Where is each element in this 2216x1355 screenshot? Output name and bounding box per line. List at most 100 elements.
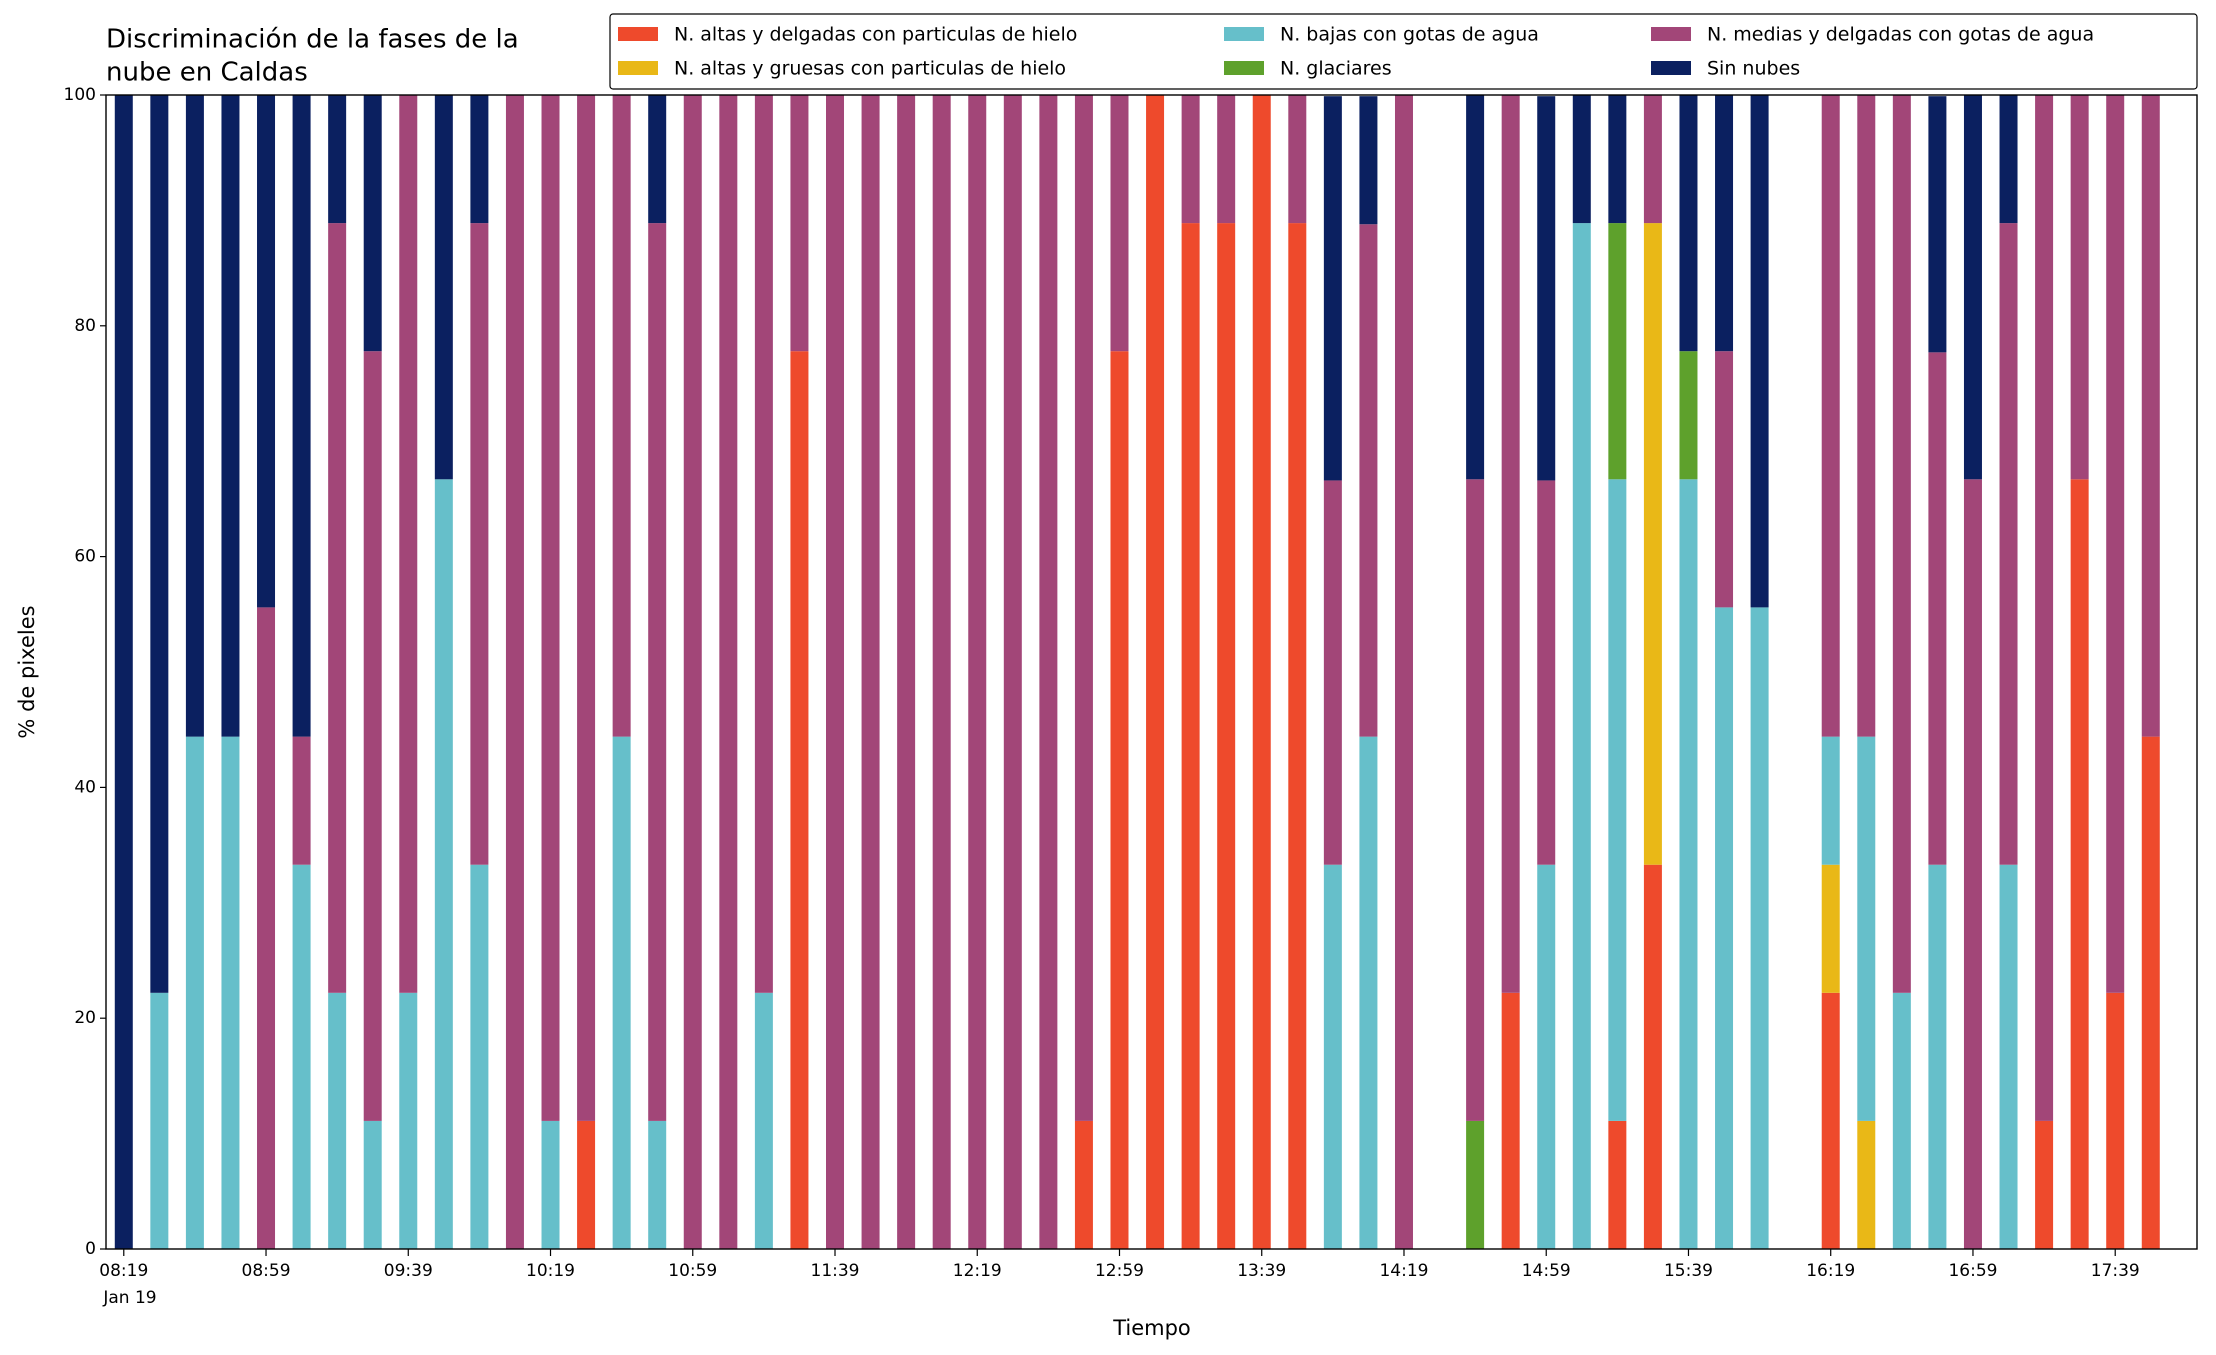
bar-segment (292, 864, 311, 1249)
bar-segment (790, 95, 809, 352)
bar-segment (612, 736, 631, 1249)
bar-segment (932, 95, 951, 1249)
x-tick-label: 11:39 (811, 1261, 860, 1281)
y-tick-label: 60 (74, 547, 96, 567)
bar-segment (470, 864, 489, 1249)
legend-swatch (1651, 27, 1691, 41)
bar-segment (2070, 95, 2089, 480)
legend-label: N. altas y delgadas con particulas de hi… (674, 24, 1077, 46)
bar-segment (648, 95, 667, 224)
bar-segment (114, 95, 133, 1249)
bar-segment (1857, 1120, 1876, 1249)
bar-segment (1288, 223, 1307, 1249)
bar-segment (1999, 95, 2018, 224)
legend-swatch (618, 61, 658, 75)
x-tick-label: 14:59 (1522, 1261, 1571, 1281)
x-tick-label: 15:39 (1664, 1261, 1713, 1281)
bar-segment (1857, 736, 1876, 1121)
legend-label: Sin nubes (1707, 58, 1800, 80)
bar-segment (612, 95, 631, 737)
bar-segment (2141, 736, 2160, 1249)
bar-segment (185, 736, 204, 1249)
bar-segment (1074, 1120, 1093, 1249)
bar-segment (1466, 479, 1485, 1121)
bar-segment (1821, 736, 1840, 865)
bar-segment (790, 351, 809, 1249)
bar-segment (363, 1120, 382, 1249)
bar-segment (1963, 95, 1982, 480)
bar-segment (1252, 95, 1271, 1249)
bar-segment (1821, 864, 1840, 993)
bar-segment (1288, 95, 1307, 224)
bar-segment (1643, 864, 1662, 1249)
bar-segment (2141, 95, 2160, 737)
bar-segment (2035, 1120, 2054, 1249)
bar-segment (1892, 95, 1911, 993)
legend: N. altas y delgadas con particulas de hi… (609, 13, 2198, 90)
bar-segment (257, 95, 276, 608)
bar-segment (577, 1120, 596, 1249)
legend-label: N. bajas con gotas de agua (1280, 24, 1539, 46)
bar-segment (1679, 479, 1698, 1250)
bar-segment (185, 95, 204, 737)
bar-segment (1679, 95, 1698, 352)
bar-segment (1323, 480, 1342, 865)
legend-label: N. altas y gruesas con particulas de hie… (674, 58, 1066, 80)
bar-segment (968, 95, 987, 1249)
bar-segment (328, 992, 347, 1249)
bar-segment (1323, 96, 1342, 481)
bar-segment (1217, 95, 1236, 224)
bar-segment (648, 223, 667, 1121)
x-tick-label: 16:59 (1948, 1261, 1997, 1281)
bar-segment (1110, 95, 1129, 352)
bar-segment (150, 992, 169, 1249)
bar-segment (1003, 95, 1022, 1249)
bar-segment (1608, 223, 1627, 480)
x-tick-label: 08:19 (99, 1261, 148, 1281)
legend-swatch (1224, 27, 1264, 41)
bar-segment (1394, 95, 1413, 1249)
bar-segment (1074, 95, 1093, 1121)
y-tick-label: 20 (74, 1008, 96, 1028)
bar-segment (1715, 351, 1734, 608)
plot-frame (105, 94, 2198, 1250)
bar-segment (1537, 480, 1556, 865)
bar-segment (648, 1120, 667, 1249)
bar-segment (1963, 479, 1982, 1250)
bar-segment (1537, 96, 1556, 481)
bar-segment (1999, 223, 2018, 865)
bar-segment (1750, 95, 1769, 608)
x-tick-label: 09:39 (384, 1261, 433, 1281)
bar-segment (363, 95, 382, 352)
bar-segment (1857, 95, 1876, 737)
bar-segment (470, 223, 489, 865)
bar-segment (754, 992, 773, 1249)
bar-segment (1715, 607, 1734, 1249)
bar-segment (505, 95, 524, 1249)
bar-segment (1608, 479, 1627, 1121)
bar-segment (292, 736, 311, 865)
bar-segment (1643, 95, 1662, 224)
bar-segment (1608, 1120, 1627, 1249)
x-tick-label: 10:19 (526, 1261, 575, 1281)
x-tick-label: 10:59 (668, 1261, 717, 1281)
bar-segment (826, 95, 845, 1249)
bar-segment (150, 95, 169, 993)
y-tick-label: 100 (64, 85, 96, 105)
bar-segment (1928, 96, 1947, 353)
bar-segment (1039, 95, 1058, 1249)
bar-segment (328, 95, 347, 224)
chart-title: Discriminación de la fases de la (106, 25, 519, 55)
bar-segment (1572, 95, 1591, 224)
chart-title: nube en Caldas (106, 58, 308, 88)
x-tick-label: 12:19 (953, 1261, 1002, 1281)
y-tick-label: 80 (74, 316, 96, 336)
bar-segment (1501, 992, 1520, 1249)
bar-segment (363, 351, 382, 1121)
bar-segment (221, 95, 240, 737)
x-tick-label: 17:39 (2091, 1261, 2140, 1281)
bar-segment (897, 95, 916, 1249)
x-tick-label: 14:19 (1379, 1261, 1428, 1281)
y-tick-label: 0 (85, 1239, 96, 1259)
